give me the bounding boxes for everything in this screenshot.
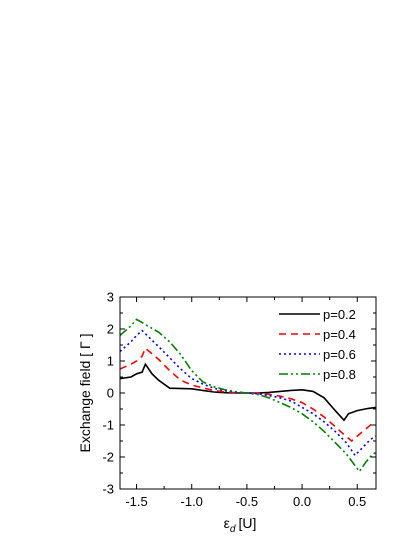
legend-label: p=0.2: [323, 307, 356, 322]
x-axis-label-subscript: d: [230, 524, 236, 535]
axes-layer: -1.5 -1.0 -0.5 0.0 0.5 -3 -2 -1 0 1 2 3: [102, 290, 376, 509]
y-tick-label: 0: [107, 386, 114, 401]
series-layer: [120, 318, 376, 473]
legend-label: p=0.8: [323, 367, 356, 382]
x-tick-label: 0.5: [348, 494, 366, 509]
series-line-3: [120, 329, 376, 457]
x-tick-label: -1.0: [181, 494, 203, 509]
y-tick-label: -3: [102, 482, 114, 497]
series-line-4: [120, 318, 376, 473]
x-tick-label: 0.0: [293, 494, 311, 509]
x-axis-label: εd [U]: [224, 515, 257, 535]
legend-label: p=0.6: [323, 347, 356, 362]
y-tick-label: -1: [102, 418, 114, 433]
y-tick-label: 3: [107, 290, 114, 305]
y-tick-label: 1: [107, 354, 114, 369]
x-tick-label: -1.5: [125, 494, 147, 509]
y-axis-label: Exchange field [ Γ ]: [77, 334, 93, 453]
legend-label: p=0.4: [323, 327, 356, 342]
x-tick-label: -0.5: [236, 494, 258, 509]
x-axis-label-unit: [U]: [238, 515, 256, 531]
y-tick-label: 2: [107, 322, 114, 337]
series-line-2: [120, 346, 376, 443]
legend: p=0.2 p=0.4 p=0.6 p=0.8: [279, 307, 356, 382]
y-tick-label: -2: [102, 450, 114, 465]
x-axis-label-symbol: ε: [224, 515, 230, 531]
